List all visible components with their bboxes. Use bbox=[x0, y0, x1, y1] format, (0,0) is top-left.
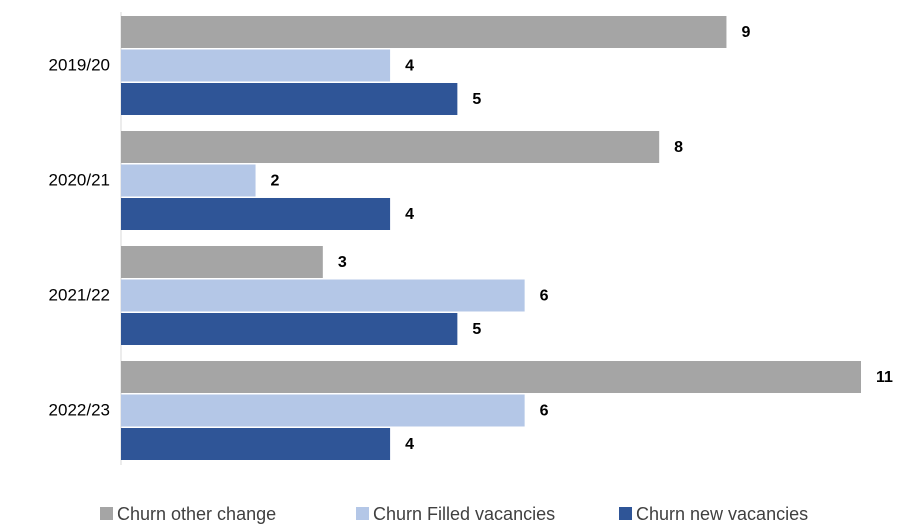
y-tick-label: 2019/20 bbox=[49, 56, 110, 75]
data-label: 2 bbox=[271, 173, 280, 190]
data-label: 4 bbox=[405, 206, 414, 223]
data-label: 4 bbox=[405, 58, 414, 75]
legend-label: Churn new vacancies bbox=[636, 504, 808, 524]
bar bbox=[121, 16, 727, 48]
bar bbox=[121, 394, 525, 427]
data-label: 3 bbox=[338, 254, 347, 271]
data-label: 4 bbox=[405, 436, 414, 453]
bar bbox=[121, 164, 256, 197]
data-label: 6 bbox=[540, 288, 549, 305]
bar bbox=[121, 246, 323, 278]
legend-swatch bbox=[619, 507, 632, 520]
bar bbox=[121, 279, 525, 312]
y-tick-label: 2020/21 bbox=[49, 171, 110, 190]
data-label: 11 bbox=[876, 369, 893, 386]
bar bbox=[121, 313, 458, 345]
bar bbox=[121, 83, 458, 115]
data-label: 9 bbox=[741, 24, 750, 41]
bar bbox=[121, 428, 391, 460]
y-tick-label: 2022/23 bbox=[49, 401, 110, 420]
data-label: 5 bbox=[472, 91, 481, 108]
data-label: 8 bbox=[674, 139, 683, 156]
bar bbox=[121, 49, 391, 82]
legend-label: Churn Filled vacancies bbox=[373, 504, 555, 524]
legend-swatch bbox=[356, 507, 369, 520]
bar bbox=[121, 361, 861, 393]
y-tick-label: 2021/22 bbox=[49, 286, 110, 305]
bar bbox=[121, 198, 391, 230]
data-label: 5 bbox=[472, 321, 481, 338]
bar bbox=[121, 131, 660, 163]
legend-swatch bbox=[100, 507, 113, 520]
data-label: 6 bbox=[540, 403, 549, 420]
legend-label: Churn other change bbox=[117, 504, 276, 524]
